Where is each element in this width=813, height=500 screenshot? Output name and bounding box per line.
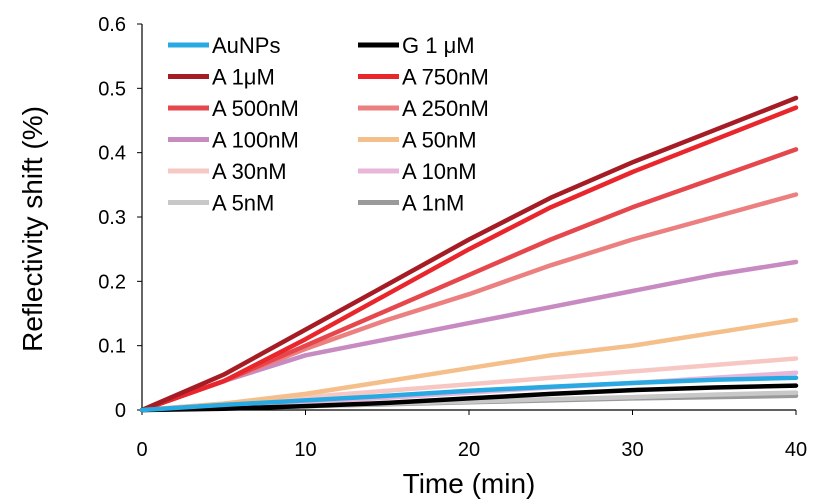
y-axis-title: Reflectivity shift (%) — [17, 106, 48, 352]
x-tick-label: 20 — [458, 439, 480, 461]
series-line-3 — [139, 95, 799, 413]
legend-label: A 50nM — [402, 128, 477, 153]
x-axis: 0 10 20 30 40 — [136, 409, 807, 461]
legend-label: A 1nM — [402, 191, 464, 216]
y-tick-label: 0.5 — [98, 78, 126, 100]
series-line-8 — [139, 317, 799, 413]
y-tick-label: 0.2 — [98, 271, 126, 293]
legend: AuNPs G 1 μM A 1μM A 750nM A 500nM A 250nM A 1… — [168, 33, 489, 216]
legend-label: A 750nM — [402, 65, 489, 90]
legend-label: G 1 μM — [402, 33, 475, 58]
y-tick-label: 0.3 — [98, 207, 126, 229]
legend-label: A 5nM — [212, 191, 274, 216]
series-line-4 — [139, 105, 799, 413]
x-tick-label: 10 — [294, 439, 316, 461]
legend-label: A 250nM — [402, 96, 489, 121]
series-line-1 — [139, 375, 799, 413]
x-tick-label: 40 — [785, 439, 807, 461]
legend-label: AuNPs — [212, 33, 280, 58]
series-line-2 — [139, 383, 799, 413]
y-tick-label: 0 — [115, 400, 126, 422]
y-tick-label: 0.6 — [98, 14, 126, 36]
legend-label: A 500nM — [212, 96, 299, 121]
y-axis: 0 0.1 0.2 0.3 0.4 0.5 0.6 — [98, 14, 143, 422]
x-tick-label: 0 — [136, 439, 147, 461]
legend-label: A 1μM — [212, 65, 275, 90]
legend-label: A 100nM — [212, 128, 299, 153]
x-tick-label: 30 — [621, 439, 643, 461]
legend-label: A 30nM — [212, 159, 287, 184]
x-axis-title: Time (min) — [403, 468, 536, 499]
series-lines — [139, 95, 799, 413]
y-tick-label: 0.1 — [98, 336, 126, 358]
legend-label: A 10nM — [402, 159, 477, 184]
y-tick-label: 0.4 — [98, 143, 126, 165]
